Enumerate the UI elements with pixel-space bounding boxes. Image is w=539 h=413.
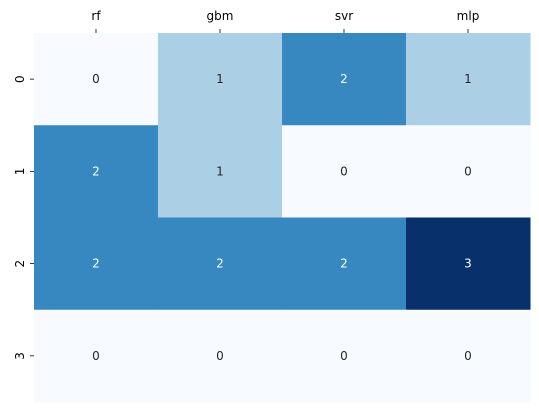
heatmap-cell-r3-c2 [282, 309, 407, 403]
heatmap-cell-r2-c0 [34, 217, 159, 311]
x-tick-label: mlp [457, 9, 480, 23]
cell-value-label: 2 [92, 257, 100, 271]
y-tick-label: 2 [13, 260, 27, 268]
cell-value-label: 3 [464, 257, 472, 271]
heatmap-annotations: 0 1 2 1 2 1 0 0 2 2 2 3 0 0 0 0 [92, 72, 472, 363]
cell-value-label: 0 [216, 349, 224, 363]
heatmap-cells [34, 33, 531, 403]
cell-value-label: 0 [340, 349, 348, 363]
cell-value-label: 2 [92, 164, 100, 178]
cell-value-label: 1 [464, 72, 472, 86]
heatmap-cell-r0-c1 [158, 33, 283, 126]
heatmap-cell-r0-c0 [34, 33, 159, 126]
cell-value-label: 0 [92, 72, 100, 86]
cell-value-label: 1 [216, 164, 224, 178]
y-tick-label: 1 [13, 168, 27, 176]
x-tick-label: gbm [207, 9, 234, 23]
heatmap-cell-r3-c3 [406, 309, 531, 403]
heatmap-cell-r1-c3 [406, 125, 531, 218]
x-tick-label: rf [91, 9, 101, 23]
heatmap-cell-r2-c1 [158, 217, 283, 311]
cell-value-label: 0 [464, 349, 472, 363]
cell-value-label: 2 [216, 257, 224, 271]
heatmap-cell-r3-c0 [34, 309, 159, 403]
cell-value-label: 0 [464, 164, 472, 178]
cell-value-label: 0 [340, 164, 348, 178]
heatmap-cell-r0-c2 [282, 33, 407, 126]
cell-value-label: 0 [92, 349, 100, 363]
heatmap-cell-r2-c2 [282, 217, 407, 311]
heatmap-cell-r1-c1 [158, 125, 283, 218]
y-tick-label: 3 [13, 352, 27, 360]
cell-value-label: 1 [216, 72, 224, 86]
cell-value-label: 2 [340, 72, 348, 86]
y-axis-left: 0 1 2 3 [13, 75, 34, 360]
heatmap-cell-r1-c0 [34, 125, 159, 218]
heatmap-cell-r0-c3 [406, 33, 531, 126]
x-tick-label: svr [335, 9, 353, 23]
cell-value-label: 2 [340, 257, 348, 271]
heatmap-cell-r1-c2 [282, 125, 407, 218]
heatmap-cell-r2-c3 [406, 217, 531, 311]
y-tick-label: 0 [13, 75, 27, 83]
heatmap-cell-r3-c1 [158, 309, 283, 403]
x-axis-top: rf gbm svr mlp [91, 9, 479, 33]
